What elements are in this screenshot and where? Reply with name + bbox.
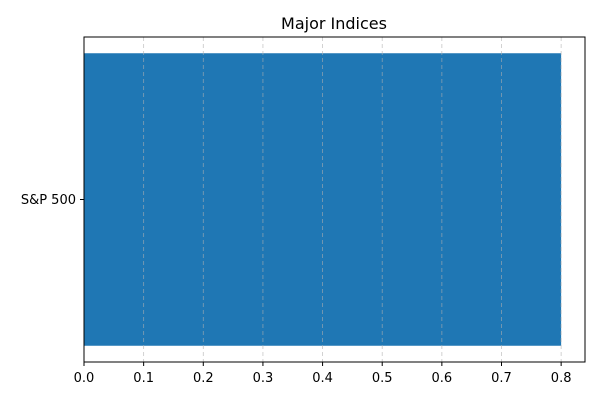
x-tick-label: 0.1: [133, 371, 154, 386]
x-axis: 0.0 0.1 0.2 0.3 0.4 0.5 0.6 0.7 0.8: [74, 362, 572, 386]
x-tick-label: 0.4: [312, 371, 333, 386]
x-tick-label: 0.2: [193, 371, 214, 386]
x-tick-label: 0.6: [432, 371, 453, 386]
y-tick-label: S&P 500: [21, 193, 76, 208]
x-tick-label: 0.8: [551, 371, 572, 386]
x-tick-label: 0.3: [253, 371, 274, 386]
x-tick-label: 0.0: [74, 371, 95, 386]
y-axis: S&P 500: [21, 193, 84, 208]
x-tick-label: 0.7: [491, 371, 512, 386]
x-tick-label: 0.5: [372, 371, 393, 386]
chart-title: Major Indices: [281, 14, 387, 33]
bars: [84, 37, 562, 362]
